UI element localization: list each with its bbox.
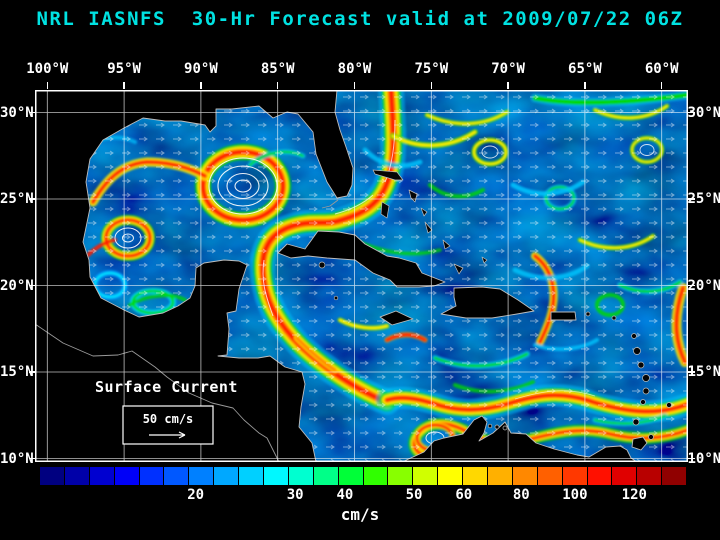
landmass-north-central-america	[35, 90, 354, 462]
lon-label: 75°W	[414, 61, 449, 77]
lon-tick	[200, 82, 202, 89]
lat-label-right: 15°N	[687, 364, 720, 380]
colorbar-segment	[413, 467, 438, 485]
lon-label: 65°W	[568, 61, 602, 77]
colorbar-segment	[662, 467, 687, 485]
colorbar	[40, 467, 687, 485]
lat-tick-right	[688, 111, 695, 114]
scale-value-label: 50 cm/s	[143, 412, 194, 426]
colorbar-tick-labels: 20 30 40 50 60 80 100 120	[40, 487, 686, 504]
scale-legend: 50 cm/s	[122, 405, 214, 445]
colorbar-segment	[587, 467, 612, 485]
colorbar-segments	[40, 467, 687, 485]
lon-label: 85°W	[260, 61, 295, 77]
colorbar-segment	[288, 467, 313, 485]
colorbar-tick-label: 40	[336, 487, 354, 503]
lat-label-right: 10°N	[687, 450, 720, 467]
map-border	[35, 90, 688, 462]
lon-tick	[507, 82, 509, 89]
lat-label-left: 10°N	[0, 450, 34, 467]
colorbar-segment	[40, 467, 64, 485]
scale-arrow-icon	[149, 431, 186, 439]
lat-label-left: 20°N	[0, 277, 34, 294]
colorbar-segment	[512, 467, 537, 485]
colorbar-segment	[214, 467, 239, 485]
lon-label: 90°W	[184, 61, 218, 77]
colorbar-segment	[537, 467, 562, 485]
colorbar-tick-label: 120	[621, 487, 647, 503]
grid-lines	[35, 90, 688, 462]
colorbar-segment	[264, 467, 288, 485]
map-area: Surface Current 50 cm/s	[35, 90, 688, 462]
colorbar-segment	[637, 467, 662, 485]
island-jamaica	[379, 310, 414, 326]
lon-label: 80°W	[337, 61, 372, 77]
colorbar-segment	[239, 467, 264, 485]
colorbar-segment	[463, 467, 488, 485]
island-trinidad	[631, 436, 648, 451]
lat-label-left: 15°N	[0, 364, 34, 380]
surface-current-label: Surface Current	[95, 378, 238, 396]
colorbar-segment	[388, 467, 413, 485]
lon-label: 70°W	[491, 61, 525, 77]
lon-label: 100°W	[26, 61, 69, 77]
colorbar-segment	[139, 467, 164, 485]
colorbar-segment	[64, 467, 89, 485]
islands-bahamas	[372, 169, 488, 275]
coastline-pacific	[35, 323, 280, 462]
lon-tick	[46, 82, 49, 89]
lat-label-right: 30°N	[687, 104, 720, 121]
island-cuba	[277, 230, 446, 288]
lon-label: 60°W	[644, 61, 679, 77]
lat-label-right: 25°N	[687, 191, 720, 207]
colorbar-segment	[189, 467, 214, 485]
colorbar-segment	[89, 467, 114, 485]
colorbar-segment	[562, 467, 587, 485]
lat-label-left: 30°N	[0, 104, 34, 121]
colorbar-segment	[313, 467, 338, 485]
colorbar-tick-label: 20	[187, 487, 205, 503]
lon-tick	[353, 82, 356, 89]
plot-title: NRL IASNFS 30-Hr Forecast valid at 2009/…	[36, 8, 684, 30]
colorbar-segment	[612, 467, 637, 485]
colorbar-segment	[164, 467, 189, 485]
colorbar-tick-label: 80	[512, 487, 530, 503]
lat-tick-right	[688, 284, 695, 287]
colorbar-tick-label: 100	[562, 487, 588, 503]
lon-label: 95°W	[107, 61, 141, 77]
lat-label-right: 20°N	[687, 277, 720, 294]
colorbar-tick-label: 60	[455, 487, 473, 503]
land	[35, 90, 672, 462]
colorbar-segment	[338, 467, 363, 485]
colorbar-unit-label: cm/s	[340, 505, 380, 524]
colorbar-tick-label: 50	[405, 487, 423, 503]
colorbar-tick-label: 30	[286, 487, 304, 503]
island-puerto-rico	[550, 311, 577, 321]
colorbar-segment	[114, 467, 139, 485]
coastline-florida-keys	[321, 199, 339, 209]
colorbar-segment	[488, 467, 512, 485]
colorbar-segment	[438, 467, 463, 485]
island-hispaniola	[440, 286, 535, 319]
lat-label-left: 25°N	[0, 191, 34, 207]
lat-tick-right	[688, 371, 695, 373]
lon-tick	[123, 82, 125, 89]
lon-tick	[584, 82, 586, 89]
lon-tick	[430, 82, 433, 89]
lon-tick	[660, 82, 663, 89]
scale-box	[122, 405, 214, 445]
lat-tick-right	[688, 198, 695, 200]
lat-tick-right	[688, 457, 695, 460]
colorbar-segment	[363, 467, 388, 485]
lon-tick	[276, 82, 279, 89]
islands-lesser-antilles	[318, 261, 672, 440]
